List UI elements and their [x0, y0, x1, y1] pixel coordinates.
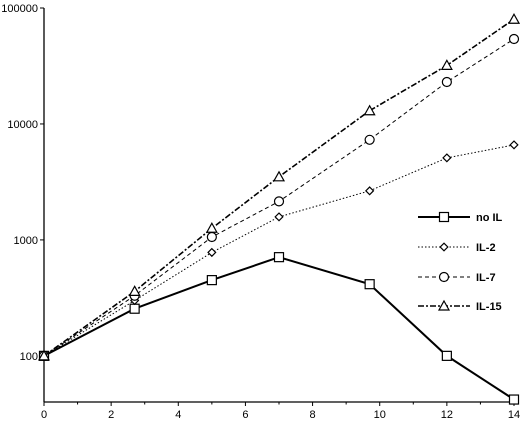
y-tick-label: 1000	[14, 235, 38, 247]
legend-label: IL-2	[476, 242, 496, 254]
series-no-il	[38, 252, 520, 405]
series-il-7	[38, 33, 520, 361]
data-point	[273, 196, 285, 207]
x-tick-label: 12	[441, 409, 453, 421]
data-point	[205, 222, 218, 233]
y-tick-label: 100	[20, 351, 38, 363]
data-point	[274, 212, 284, 222]
y-tick-label: 100000	[1, 3, 38, 15]
x-tick-label: 2	[108, 409, 114, 421]
data-point	[507, 13, 520, 24]
series-il-15	[37, 13, 520, 361]
data-point	[509, 140, 519, 150]
x-tick-label: 10	[374, 409, 386, 421]
data-point	[37, 349, 51, 361]
data-point	[440, 59, 453, 70]
legend-label: no IL	[476, 212, 503, 224]
data-point	[508, 33, 520, 45]
axes: 0 2 4 6 8 10 12 14 100 1000 10000 100000	[1, 3, 520, 421]
data-point	[363, 104, 376, 116]
data-point	[508, 394, 520, 405]
data-point	[364, 186, 375, 196]
legend-item: IL-7	[418, 271, 496, 284]
data-point	[273, 252, 285, 263]
data-point	[272, 170, 286, 182]
data-point	[129, 303, 140, 314]
data-point	[207, 247, 217, 258]
y-tick-label: 10000	[7, 119, 38, 131]
x-tick-label: 6	[242, 409, 248, 421]
data-point	[206, 275, 217, 286]
legend-marker	[437, 299, 451, 311]
x-tick-label: 14	[508, 409, 520, 421]
legend-label: IL-7	[476, 272, 496, 284]
legend-label: IL-15	[476, 301, 502, 313]
legend-marker	[439, 242, 449, 252]
data-point	[441, 350, 452, 361]
legend-item: no IL	[418, 211, 503, 224]
legend-item: IL-2	[418, 242, 496, 254]
legend-marker	[438, 271, 450, 283]
x-tick-label: 4	[175, 409, 181, 421]
data-point	[441, 76, 452, 88]
legend: no IL IL-2 IL-7 IL-15	[418, 211, 503, 313]
legend-item: IL-15	[418, 299, 502, 313]
data-point	[128, 285, 141, 296]
x-tick-label: 8	[310, 409, 316, 421]
data-point	[442, 153, 452, 163]
data-point	[364, 134, 375, 145]
data-point	[206, 231, 217, 243]
x-tick-label: 0	[41, 409, 47, 421]
series-layer	[37, 13, 520, 405]
legend-marker	[438, 211, 450, 223]
data-point	[364, 279, 375, 290]
